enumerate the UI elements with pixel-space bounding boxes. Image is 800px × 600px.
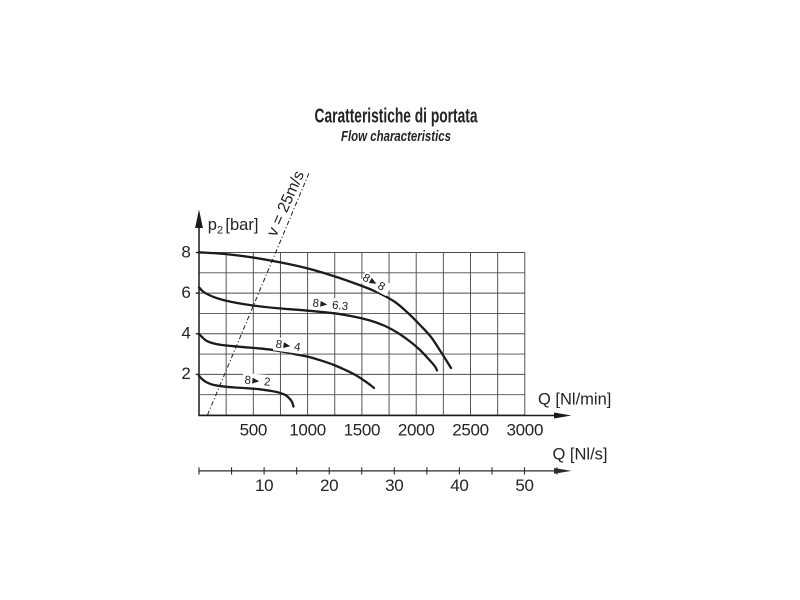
svg-text:6.3: 6.3 (331, 300, 348, 314)
svg-text:40: 40 (450, 476, 468, 495)
svg-text:3000: 3000 (506, 420, 543, 439)
svg-text:10: 10 (255, 476, 273, 495)
svg-text:Q [Nl/min]: Q [Nl/min] (538, 391, 611, 409)
svg-text:8: 8 (275, 339, 283, 352)
svg-text:20: 20 (320, 476, 338, 495)
svg-text:8: 8 (360, 272, 371, 286)
svg-text:2: 2 (263, 376, 270, 389)
svg-text:1500: 1500 (344, 420, 381, 439)
svg-text:6: 6 (181, 283, 190, 302)
svg-text:Q [Nl/s]: Q [Nl/s] (553, 446, 608, 464)
svg-text:2500: 2500 (452, 420, 489, 439)
svg-text:8: 8 (244, 375, 251, 388)
svg-text:8: 8 (375, 280, 386, 294)
svg-text:4: 4 (181, 324, 190, 343)
svg-text:30: 30 (385, 476, 403, 495)
svg-text:p2[bar]: p2 [bar] (208, 216, 259, 237)
svg-text:500: 500 (240, 420, 267, 439)
svg-text:2000: 2000 (398, 420, 435, 439)
svg-text:4: 4 (293, 341, 302, 354)
svg-text:Flow characteristics: Flow characteristics (341, 129, 451, 145)
svg-text:Caratteristiche di portata: Caratteristiche di portata (315, 105, 479, 127)
svg-text:1000: 1000 (289, 420, 326, 439)
svg-text:50: 50 (515, 476, 533, 495)
svg-text:8: 8 (181, 242, 190, 261)
svg-text:2: 2 (181, 364, 190, 383)
svg-text:8: 8 (312, 298, 320, 311)
